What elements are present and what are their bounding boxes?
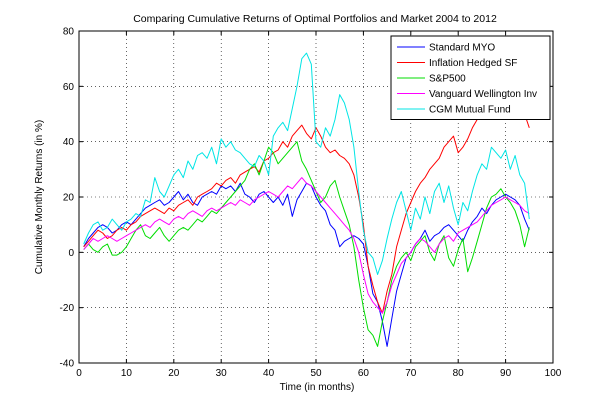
y-tick-label: 60 bbox=[63, 82, 75, 93]
x-ticks: 0 10 20 30 40 50 60 70 80 90 100 bbox=[76, 31, 562, 379]
series-line-3 bbox=[83, 141, 530, 347]
x-tick-label: 90 bbox=[500, 368, 512, 379]
x-tick-label: 30 bbox=[216, 368, 228, 379]
series-line-4 bbox=[83, 177, 530, 314]
x-tick-label: 40 bbox=[263, 368, 275, 379]
legend-label: CGM Mutual Fund bbox=[429, 105, 511, 116]
y-tick-label: -40 bbox=[60, 359, 75, 370]
y-tick-label: 0 bbox=[68, 248, 74, 259]
x-tick-label: 0 bbox=[76, 368, 82, 379]
legend-label: Inflation Hedged SF bbox=[429, 58, 517, 69]
chart-title: Comparing Cumulative Returns of Optimal … bbox=[133, 13, 497, 25]
y-tick-label: 20 bbox=[63, 193, 75, 204]
y-tick-label: 40 bbox=[63, 137, 75, 148]
x-tick-label: 100 bbox=[545, 368, 562, 379]
x-tick-label: 70 bbox=[405, 368, 417, 379]
legend-label: Vanguard Wellington Inv bbox=[429, 89, 537, 100]
series-line-5 bbox=[83, 52, 530, 275]
series-lines bbox=[83, 52, 530, 347]
x-tick-label: 50 bbox=[310, 368, 322, 379]
legend-label: Standard MYO bbox=[429, 43, 495, 54]
legend-label: S&P500 bbox=[429, 74, 466, 85]
y-ticks: -40 -20 0 20 40 60 80 bbox=[60, 27, 553, 370]
x-axis-label: Time (in months) bbox=[280, 382, 355, 393]
y-tick-label: -20 bbox=[60, 303, 75, 314]
legend: Standard MYO Inflation Hedged SF S&P500 Van… bbox=[390, 35, 551, 120]
x-tick-label: 80 bbox=[453, 368, 465, 379]
x-tick-label: 10 bbox=[121, 368, 133, 379]
series-line-2 bbox=[83, 80, 530, 314]
x-tick-label: 20 bbox=[168, 368, 180, 379]
y-tick-label: 80 bbox=[63, 27, 75, 38]
x-tick-label: 60 bbox=[358, 368, 370, 379]
y-axis-label: Cumulative Monthly Returns (in %) bbox=[34, 120, 45, 275]
